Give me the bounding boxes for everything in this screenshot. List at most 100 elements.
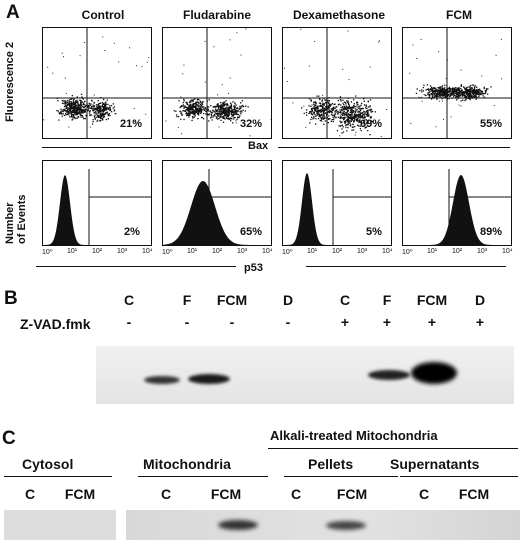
scatter-dot <box>444 87 446 89</box>
scatter-dot <box>371 120 373 123</box>
scatter-dot <box>93 107 95 110</box>
scatter-dot <box>367 112 369 115</box>
scatter-dot <box>72 102 74 105</box>
scatter-dot <box>328 106 330 109</box>
scatter-stray-dot <box>314 40 316 42</box>
scatter-dot <box>475 89 477 91</box>
scatter-dot <box>452 92 454 94</box>
scatter-dot <box>87 109 89 111</box>
scatter-dot <box>187 113 190 115</box>
scatter-dot <box>192 103 195 105</box>
scatter-dot <box>471 84 473 86</box>
scatter-dot <box>490 86 492 88</box>
scatter-dot <box>84 104 86 106</box>
scatter-dot <box>445 95 448 97</box>
scatter-dot <box>232 101 234 103</box>
scatter-dot <box>309 112 311 114</box>
scatter-dot <box>65 101 67 103</box>
scatter-dot <box>184 105 186 107</box>
scatter-plot-dexamethasone <box>282 27 392 139</box>
scatter-dot <box>191 109 193 111</box>
scatter-dot <box>370 120 372 122</box>
pellets-group-line <box>284 476 398 477</box>
scatter-dot <box>328 100 331 102</box>
scatter-dot <box>313 116 315 118</box>
scatter-dot <box>329 105 331 107</box>
scatter-dot <box>310 118 312 121</box>
scatter-dot <box>103 108 106 110</box>
scatter-dot <box>461 94 464 96</box>
scatter-dot <box>456 87 458 89</box>
scatter-dot <box>323 103 325 105</box>
scatter-dot <box>469 98 471 101</box>
scatter-dot <box>370 108 372 111</box>
scatter-dot <box>180 111 182 113</box>
scatter-dot <box>190 112 192 114</box>
scatter-dot <box>200 107 202 109</box>
scatter-dot <box>419 90 421 92</box>
scatter-dot <box>173 110 175 112</box>
scatter-dot <box>478 95 480 98</box>
scatter-dot <box>183 118 185 121</box>
scatter-dot <box>244 110 246 112</box>
mitochondria-group-line <box>138 476 268 477</box>
scatter-dot <box>100 102 102 104</box>
scatter-dot <box>214 110 216 112</box>
scatter-dot <box>99 120 101 122</box>
scatter-dot <box>362 111 364 114</box>
scatter-dot <box>68 100 70 102</box>
scatter-dot <box>424 94 426 96</box>
scatter-dot <box>451 88 453 90</box>
scatter-dot <box>203 112 205 115</box>
scatter-dot <box>485 91 487 93</box>
scatter-dot <box>362 114 364 116</box>
lane-b-5: C <box>339 292 351 308</box>
scatter-dot <box>470 94 472 96</box>
scatter-dot <box>74 117 76 119</box>
axis-tick-label: 10¹ <box>307 248 318 255</box>
scatter-dot <box>320 111 322 113</box>
scatter-dot <box>247 106 249 108</box>
scatter-dot <box>356 114 359 116</box>
scatter-dot <box>199 110 202 112</box>
scatter-dot <box>317 109 319 112</box>
scatter-dot <box>97 111 99 114</box>
scatter-dot <box>343 113 345 116</box>
scatter-dot <box>311 112 313 114</box>
scatter-dot <box>105 118 108 121</box>
scatter-dot <box>97 103 100 106</box>
scatter-dot <box>102 107 104 110</box>
scatter-dot <box>362 107 364 110</box>
scatter-dot <box>334 110 336 112</box>
scatter-dot <box>433 93 436 95</box>
scatter-dot <box>447 95 449 97</box>
scatter-dot <box>65 111 68 113</box>
scatter-dot <box>81 109 83 111</box>
scatter-dot <box>189 100 191 102</box>
scatter-dot <box>205 113 207 115</box>
scatter-stray-dot <box>217 94 219 96</box>
scatter-dot <box>222 115 224 117</box>
axis-tick-label: 10¹ <box>67 248 78 255</box>
scatter-dot <box>370 116 372 118</box>
scatter-dot <box>212 116 214 118</box>
scatter-dot <box>472 95 475 97</box>
scatter-dot <box>440 90 442 92</box>
scatter-dot <box>366 115 368 117</box>
scatter-dot <box>343 107 345 109</box>
axis-tick-label: 10⁰ <box>282 249 293 256</box>
scatter-dot <box>312 114 314 116</box>
scatter-dot <box>330 104 332 106</box>
scatter-stray-dot <box>493 105 495 107</box>
scatter-dot <box>315 103 317 105</box>
scatter-dot <box>363 121 365 124</box>
scatter-dot <box>464 90 467 93</box>
scatter-dot <box>359 114 362 116</box>
scatter-dot <box>457 88 459 90</box>
scatter-dot <box>232 110 234 112</box>
scatter-stray-dot <box>165 120 167 122</box>
scatter-stray-dot <box>177 126 179 128</box>
scatter-dot <box>367 111 369 113</box>
scatter-dot <box>365 114 367 116</box>
scatter-dot <box>369 99 372 101</box>
